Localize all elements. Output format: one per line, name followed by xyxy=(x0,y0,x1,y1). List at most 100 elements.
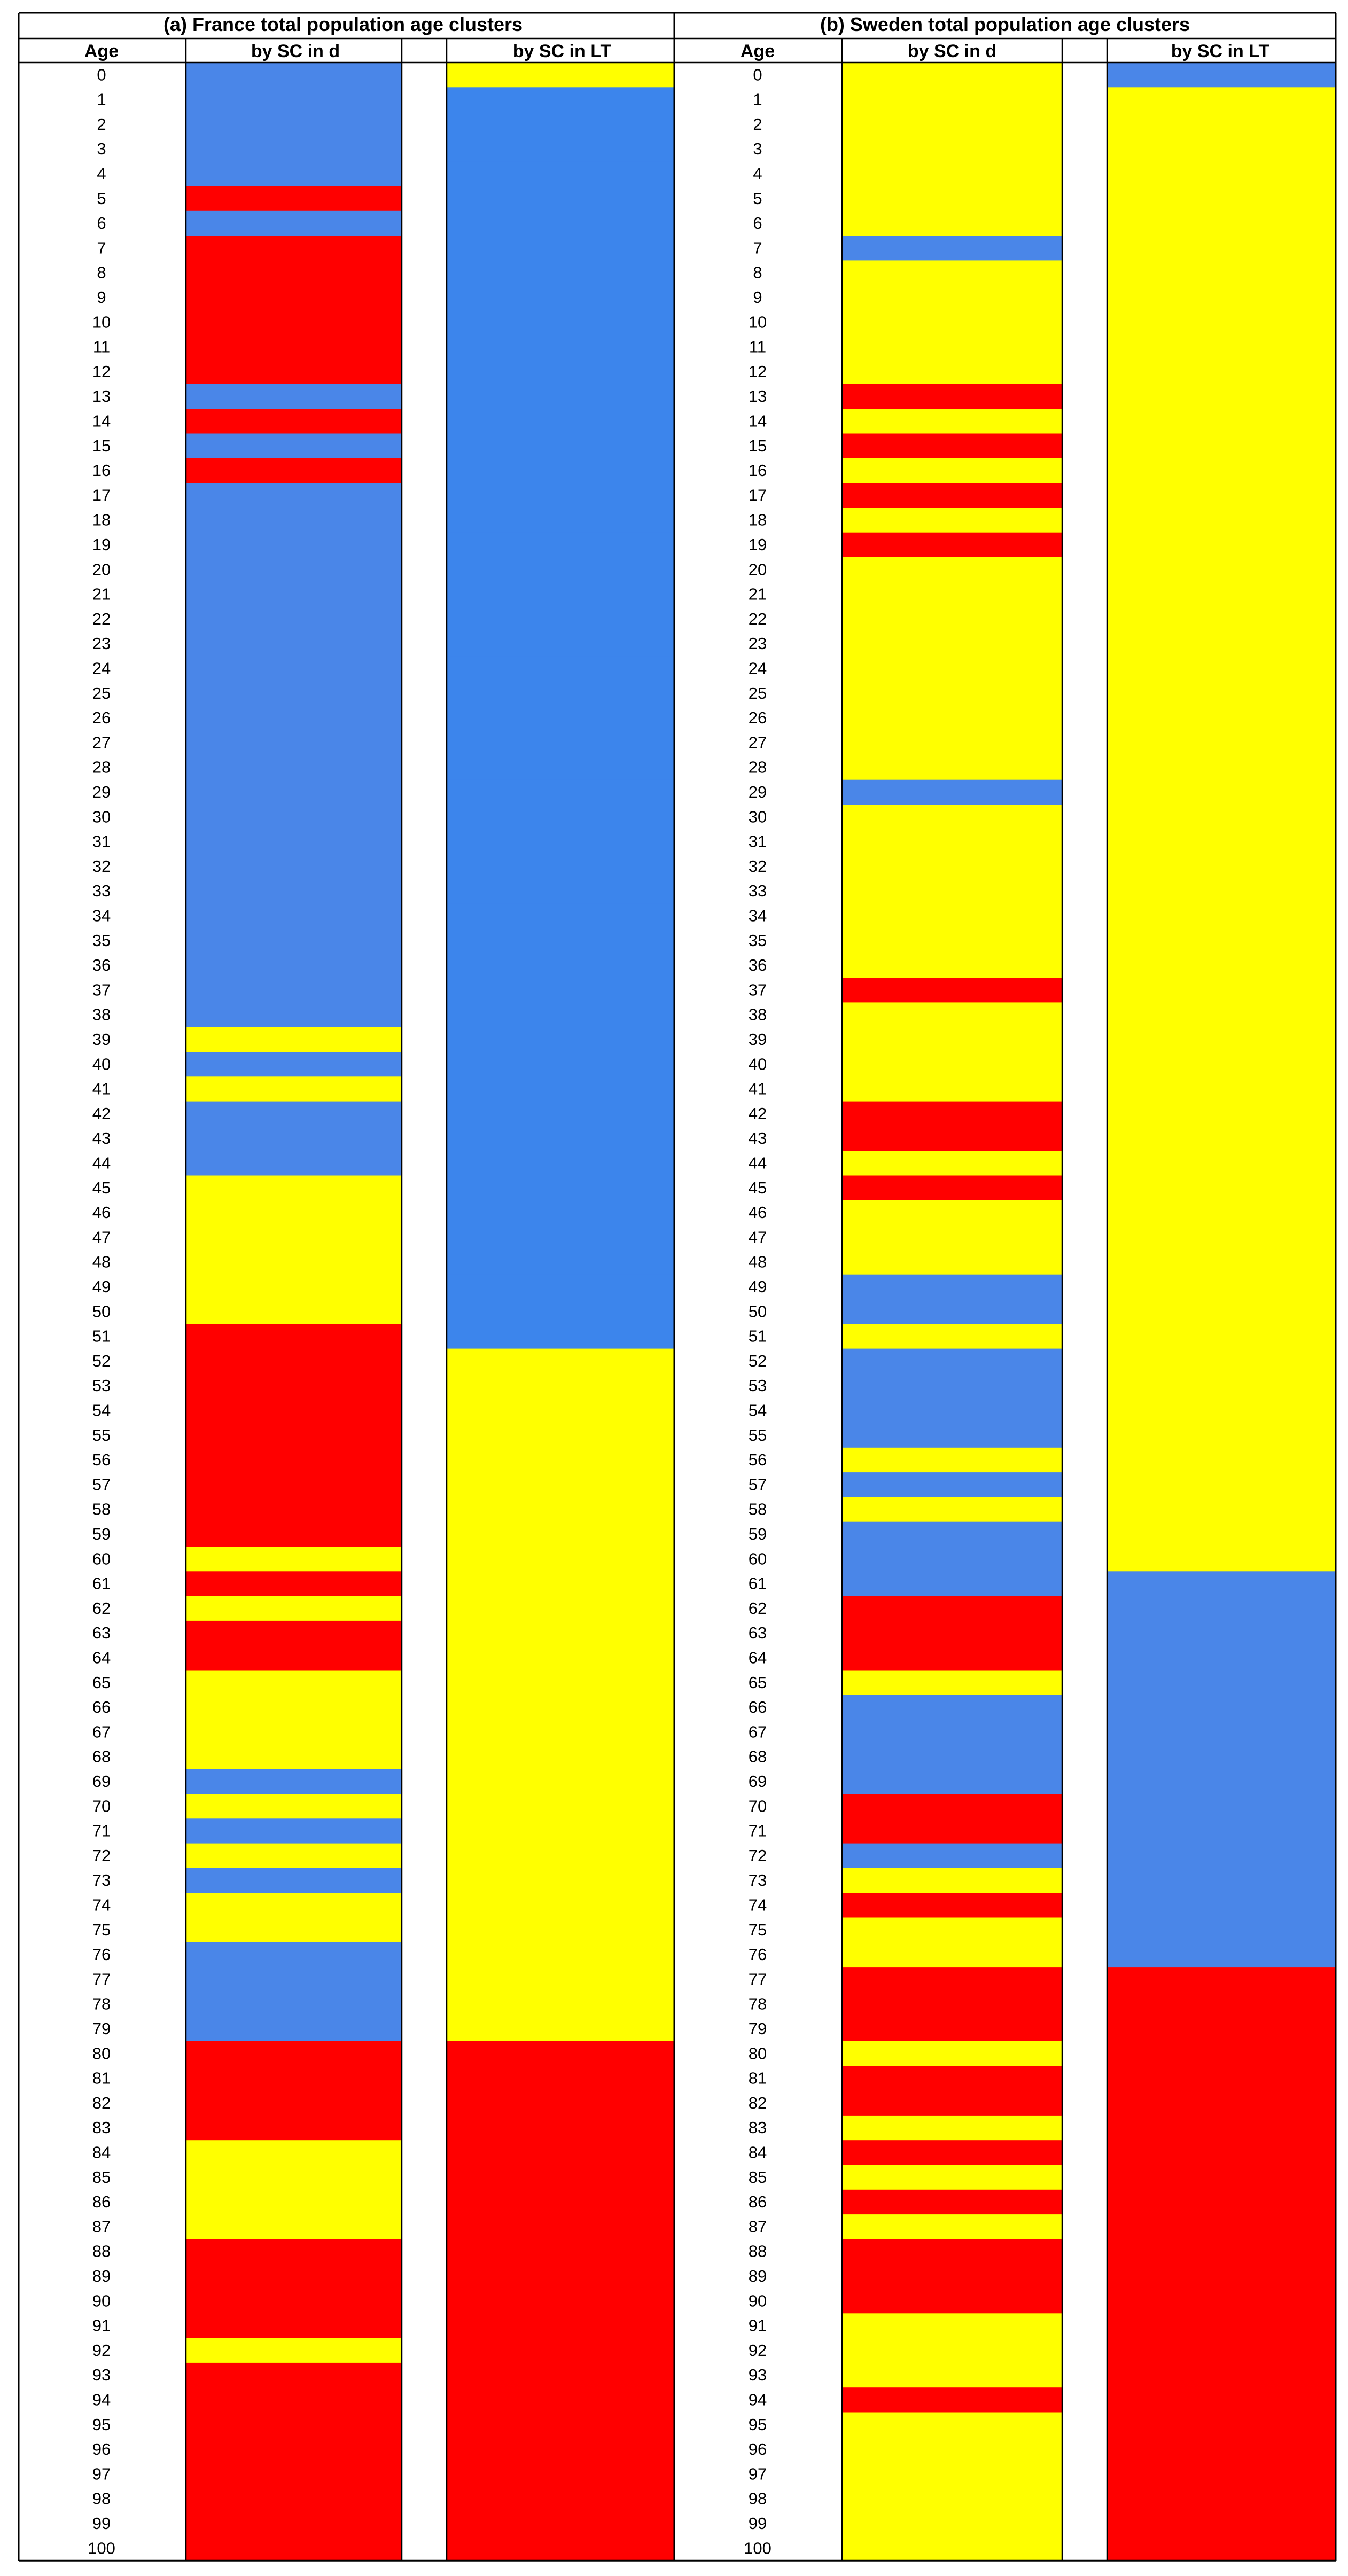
cluster-cell-b-d-7 xyxy=(842,236,1062,261)
age-label-a-14: 14 xyxy=(92,412,111,431)
cluster-cell-b-d-53 xyxy=(842,1373,1062,1399)
age-label-b-57: 57 xyxy=(749,1475,767,1494)
cluster-cell-b-d-51 xyxy=(842,1324,1062,1349)
cluster-cell-a-lt-39 xyxy=(447,1027,674,1052)
cluster-cell-a-lt-29 xyxy=(447,779,674,805)
age-label-a-35: 35 xyxy=(92,931,111,950)
cluster-cell-b-lt-42 xyxy=(1107,1101,1336,1127)
cluster-cell-b-lt-85 xyxy=(1107,2165,1336,2190)
age-label-a-41: 41 xyxy=(92,1080,111,1098)
age-label-a-50: 50 xyxy=(92,1302,111,1321)
cluster-cell-a-d-96 xyxy=(186,2437,402,2462)
cluster-cell-a-d-58 xyxy=(186,1497,402,1523)
cluster-cell-a-lt-38 xyxy=(447,1002,674,1028)
cluster-cell-a-d-4 xyxy=(186,161,402,187)
age-label-b-60: 60 xyxy=(749,1549,767,1568)
cluster-cell-b-d-38 xyxy=(842,1002,1062,1028)
cluster-cell-a-d-77 xyxy=(186,1967,402,1992)
cluster-cell-b-lt-36 xyxy=(1107,953,1336,978)
cluster-cell-a-d-49 xyxy=(186,1274,402,1300)
cluster-cell-b-d-29 xyxy=(842,779,1062,805)
age-label-a-34: 34 xyxy=(92,907,111,925)
cluster-cell-b-d-78 xyxy=(842,1992,1062,2017)
cluster-cell-b-lt-51 xyxy=(1107,1324,1336,1349)
cluster-cell-a-lt-70 xyxy=(447,1794,674,1819)
age-label-b-67: 67 xyxy=(749,1722,767,1741)
cluster-cell-a-d-51 xyxy=(186,1324,402,1349)
cluster-cell-b-lt-63 xyxy=(1107,1620,1336,1646)
cluster-cell-b-d-79 xyxy=(842,2016,1062,2042)
age-label-b-28: 28 xyxy=(749,758,767,777)
panel-a-col-d-header: by SC in d xyxy=(251,41,340,61)
cluster-cell-a-lt-98 xyxy=(447,2486,674,2512)
age-label-a-55: 55 xyxy=(92,1426,111,1445)
age-label-a-42: 42 xyxy=(92,1104,111,1123)
age-label-a-22: 22 xyxy=(92,610,111,628)
age-label-a-54: 54 xyxy=(92,1401,111,1420)
age-label-a-4: 4 xyxy=(97,165,106,183)
cluster-cell-b-d-43 xyxy=(842,1126,1062,1151)
cluster-cell-a-lt-13 xyxy=(447,384,674,409)
cluster-cell-b-lt-20 xyxy=(1107,557,1336,582)
cluster-cell-a-lt-11 xyxy=(447,334,674,360)
cluster-cell-b-lt-43 xyxy=(1107,1126,1336,1151)
panel-a-col-lt-header: by SC in LT xyxy=(513,41,612,61)
cluster-cell-b-lt-91 xyxy=(1107,2313,1336,2339)
age-label-b-29: 29 xyxy=(749,783,767,801)
cluster-cell-a-lt-27 xyxy=(447,730,674,755)
cluster-cell-b-d-6 xyxy=(842,210,1062,236)
cluster-cell-a-lt-40 xyxy=(447,1052,674,1077)
cluster-cell-a-lt-77 xyxy=(447,1967,674,1992)
cluster-cell-a-d-27 xyxy=(186,730,402,755)
cluster-cell-a-d-0 xyxy=(186,63,402,88)
cluster-cell-b-lt-7 xyxy=(1107,236,1336,261)
age-label-b-86: 86 xyxy=(749,2192,767,2211)
cluster-cell-a-lt-2 xyxy=(447,112,674,137)
cluster-cell-b-lt-69 xyxy=(1107,1769,1336,1794)
cluster-cell-b-lt-46 xyxy=(1107,1200,1336,1225)
cluster-cell-a-d-22 xyxy=(186,606,402,632)
age-label-b-0: 0 xyxy=(753,65,762,84)
age-label-b-66: 66 xyxy=(749,1698,767,1716)
cluster-cell-b-d-11 xyxy=(842,334,1062,360)
age-label-a-52: 52 xyxy=(92,1352,111,1370)
age-label-a-71: 71 xyxy=(92,1822,111,1840)
age-label-b-42: 42 xyxy=(749,1104,767,1123)
cluster-cell-a-d-71 xyxy=(186,1818,402,1844)
cluster-cell-a-d-40 xyxy=(186,1052,402,1077)
cluster-cell-a-d-11 xyxy=(186,334,402,360)
age-label-a-88: 88 xyxy=(92,2242,111,2261)
cluster-cell-a-d-8 xyxy=(186,260,402,286)
cluster-cell-b-d-74 xyxy=(842,1893,1062,1918)
age-label-a-23: 23 xyxy=(92,634,111,653)
age-label-b-18: 18 xyxy=(749,511,767,529)
cluster-cells xyxy=(186,63,1336,2561)
cluster-cell-b-lt-98 xyxy=(1107,2486,1336,2512)
cluster-cell-a-d-16 xyxy=(186,458,402,483)
cluster-cell-a-d-56 xyxy=(186,1447,402,1473)
cluster-cell-a-d-13 xyxy=(186,384,402,409)
age-label-b-3: 3 xyxy=(753,139,762,158)
cluster-cell-b-d-39 xyxy=(842,1027,1062,1052)
cluster-cell-b-lt-6 xyxy=(1107,210,1336,236)
cluster-cell-b-lt-25 xyxy=(1107,681,1336,706)
cluster-cell-b-lt-48 xyxy=(1107,1250,1336,1275)
age-label-a-2: 2 xyxy=(97,115,106,134)
cluster-cell-a-d-39 xyxy=(186,1027,402,1052)
cluster-cell-a-lt-28 xyxy=(447,755,674,780)
cluster-cell-a-d-84 xyxy=(186,2140,402,2166)
age-label-a-48: 48 xyxy=(92,1253,111,1271)
cluster-cell-b-d-64 xyxy=(842,1645,1062,1671)
cluster-cell-a-d-62 xyxy=(186,1596,402,1621)
age-label-b-78: 78 xyxy=(749,1995,767,2013)
cluster-cell-a-lt-49 xyxy=(447,1274,674,1300)
cluster-cell-a-d-70 xyxy=(186,1794,402,1819)
cluster-cell-a-lt-35 xyxy=(447,928,674,954)
age-label-b-49: 49 xyxy=(749,1277,767,1296)
cluster-cell-a-d-81 xyxy=(186,2066,402,2091)
age-label-a-37: 37 xyxy=(92,980,111,999)
age-label-a-11: 11 xyxy=(93,338,110,356)
cluster-cell-a-d-89 xyxy=(186,2263,402,2289)
age-label-b-74: 74 xyxy=(749,1896,767,1915)
cluster-cell-a-d-68 xyxy=(186,1744,402,1770)
